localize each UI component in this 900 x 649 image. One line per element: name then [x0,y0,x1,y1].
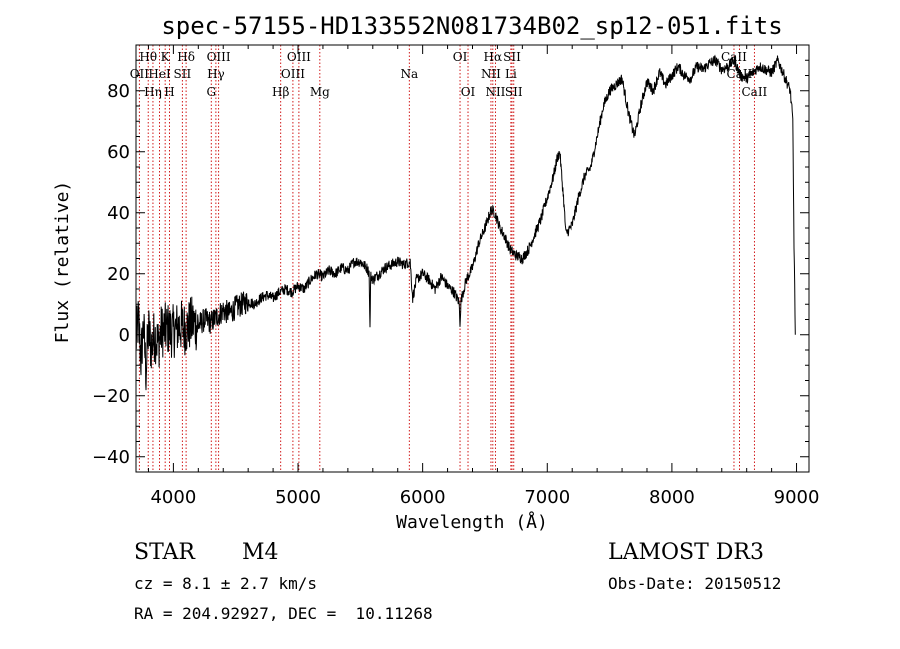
line-label-6: SII [174,67,192,81]
spectrum-line-spectrum [135,54,796,391]
chart-title: spec-57155-HD133552N081734B02_sp12-051.f… [161,12,782,40]
spectrum-series [135,54,796,391]
redshift-cz: cz = 8.1 ± 2.7 km/s [134,574,318,593]
line-label-15: Na [400,67,418,81]
line-label-17: OI [461,85,476,99]
line-label-10: OIII [207,50,231,64]
line-label-8: G [206,85,216,99]
line-label-19: Hα [484,50,503,64]
line-label-16: OI [453,50,468,64]
line-label-3: HeI [148,67,171,81]
line-label-18: NII [481,67,501,81]
spectral-line-markers [138,45,755,472]
spectral-line-labels: HθOIIHηHeIKHSIIHδGHγOIIIHβOIIIOIIIMgNaOI… [130,50,768,99]
line-label-2: Hη [144,85,162,99]
line-label-12: OIII [281,67,305,81]
object-subclass: M4 [242,540,279,565]
y-tick-label-80: 80 [107,81,130,102]
y-tick-label-40: 40 [107,203,130,224]
x-tick-label-5000: 5000 [275,487,321,508]
line-label-22: SII [503,50,521,64]
line-label-5: H [164,85,174,99]
plot-frame [135,44,810,473]
line-label-14: Mg [310,85,330,99]
line-label-20: NII [485,85,505,99]
x-tick-label-4000: 4000 [150,487,196,508]
survey-name: LAMOST DR3 [608,540,764,565]
line-label-26: CaII [741,85,767,99]
line-label-1: OII [130,67,150,81]
x-tick-label-6000: 6000 [400,487,446,508]
y-tick-label-0: 0 [119,325,130,346]
line-label-0: Hθ [139,50,157,64]
y-tick-label-60: 60 [107,142,130,163]
line-label-23: SII [505,85,523,99]
y-tick-label--20: −20 [92,386,130,407]
line-label-25: CaII [727,67,753,81]
object-class: STAR [134,540,195,565]
y-tick-label--40: −40 [92,447,130,468]
x-axis-label: Wavelength (Å) [396,511,548,533]
x-tick-label-8000: 8000 [649,487,695,508]
line-label-4: K [161,50,171,64]
line-label-11: Hβ [272,85,289,99]
observation-date: Obs-Date: 20150512 [608,574,782,593]
line-label-9: Hγ [207,67,225,81]
y-tick-label-20: 20 [107,264,130,285]
line-label-13: OIII [287,50,311,64]
line-label-24: CaII [721,50,747,64]
line-label-21: Li [505,67,517,81]
x-axis: 4000 5000 6000 7000 8000 9000 [147,45,820,508]
coordinates: RA = 204.92927, DEC = 10.11268 [134,604,433,623]
y-axis-label: Flux (relative) [52,181,73,344]
x-tick-label-9000: 9000 [774,487,820,508]
line-label-7: Hδ [177,50,195,64]
y-axis: −40 −20 0 20 40 60 80 [92,59,809,468]
x-tick-label-7000: 7000 [524,487,570,508]
